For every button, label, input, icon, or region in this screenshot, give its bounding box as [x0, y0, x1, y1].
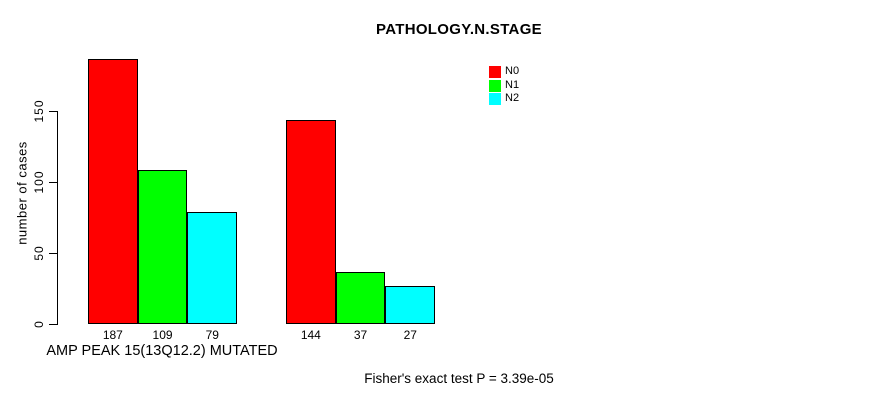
- bar-value-label: 27: [403, 328, 417, 342]
- y-axis-tick: [49, 323, 58, 325]
- bar: [187, 212, 238, 324]
- bar-value-label: 79: [205, 328, 219, 342]
- y-axis-tick-label: 50: [32, 245, 46, 261]
- bar-value-label: 187: [102, 328, 123, 342]
- bar: [286, 119, 336, 324]
- legend-label: N1: [505, 78, 520, 91]
- legend-swatch: [489, 93, 501, 105]
- chart-title: PATHOLOGY.N.STAGE: [376, 21, 542, 38]
- y-axis-tick: [49, 181, 58, 183]
- bar-value-label: 37: [353, 328, 368, 342]
- bar: [335, 271, 386, 324]
- y-axis-tick-label: 100: [32, 170, 46, 194]
- stat-annotation: Fisher's exact test P = 3.39e-05: [364, 371, 554, 386]
- legend-swatch: [489, 66, 501, 78]
- y-axis-tick: [49, 110, 58, 112]
- bar-value-label: 109: [152, 328, 173, 342]
- legend-swatch: [489, 79, 501, 92]
- y-axis-line: [57, 111, 58, 324]
- y-axis-tick-label: 0: [32, 320, 46, 328]
- y-axis-tick-label: 150: [32, 99, 46, 123]
- bar: [88, 59, 138, 324]
- x-axis-group-label: AMP PEAK 15(13Q12.2) MUTATED: [46, 343, 278, 359]
- bar: [385, 285, 436, 324]
- bar-value-label: 144: [300, 328, 321, 342]
- legend-label: N0: [505, 65, 520, 77]
- legend-label: N2: [505, 92, 520, 104]
- bar: [137, 169, 188, 324]
- y-axis-tick: [49, 252, 58, 254]
- y-axis-label: number of cases: [14, 141, 30, 245]
